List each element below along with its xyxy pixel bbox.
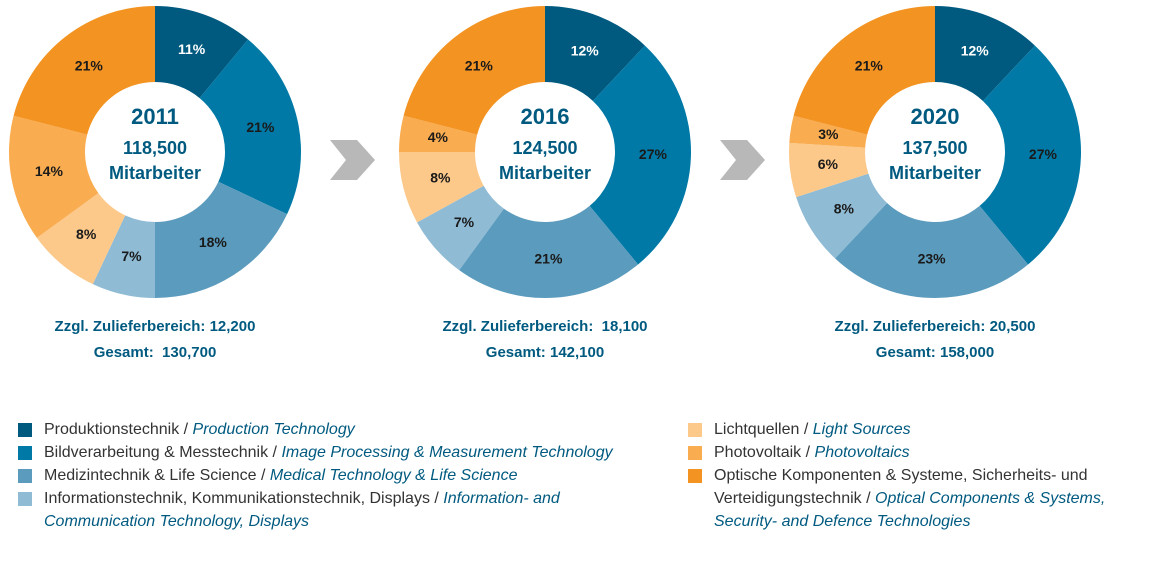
slice xyxy=(9,115,99,238)
slice xyxy=(399,152,484,223)
value-label: 21% xyxy=(855,57,884,73)
slice xyxy=(935,6,1035,101)
value-label: 8% xyxy=(76,226,97,242)
arrow xyxy=(720,140,765,180)
legend-swatch xyxy=(688,446,702,460)
value-label: 6% xyxy=(818,156,839,172)
value-label: 12% xyxy=(961,42,990,58)
value-label: 27% xyxy=(1029,146,1058,162)
value-label: 8% xyxy=(834,201,855,217)
center-title: 2011 xyxy=(131,104,179,129)
center-text: Mitarbeiter xyxy=(889,163,981,183)
value-label: 3% xyxy=(818,126,839,142)
slice xyxy=(459,205,639,299)
legend-text: Bildverarbeitung & Messtechnik / xyxy=(44,444,277,461)
slice xyxy=(155,6,249,99)
note: Gesamt: 158,000 xyxy=(876,344,994,361)
value-label: 21% xyxy=(465,57,494,73)
slice xyxy=(199,39,301,215)
legend-text: Information- and Communication Technolog… xyxy=(44,490,560,530)
center-text: 124,500 xyxy=(512,138,577,158)
value-label: 7% xyxy=(454,214,475,230)
legend-text: Optical Components & Systems, Security- … xyxy=(714,490,1106,530)
note: Gesamt: 130,700 xyxy=(94,344,217,361)
slice xyxy=(979,45,1081,265)
legend-item: Photovoltaik / Photovoltaics xyxy=(688,441,1158,464)
arrow xyxy=(330,140,375,180)
slice xyxy=(36,193,126,285)
legend-text: Medizintechnik & Life Science / xyxy=(44,467,266,484)
slice xyxy=(589,45,691,265)
legend-swatch xyxy=(18,492,32,506)
legend-item: Medizintechnik & Life Science / Medical … xyxy=(18,464,638,487)
slice xyxy=(793,6,935,135)
center-text: 118,500 xyxy=(123,138,187,158)
legend-text: Produktionstechnik / xyxy=(44,421,189,438)
legend-item: Produktionstechnik / Production Technolo… xyxy=(18,418,638,441)
value-label: 8% xyxy=(430,170,451,186)
slice xyxy=(417,185,504,271)
legend-text: Lichtquellen / xyxy=(714,421,809,438)
note: Zzgl. Zulieferbereich: 12,200 xyxy=(55,318,256,335)
slice xyxy=(788,142,869,198)
legend-text: Medical Technology & Life Science xyxy=(269,467,518,484)
value-label: 4% xyxy=(428,129,449,145)
slice xyxy=(155,181,288,298)
value-label: 23% xyxy=(918,251,947,267)
value-label: 21% xyxy=(534,251,563,267)
value-label: 21% xyxy=(75,57,104,73)
slice xyxy=(92,215,155,298)
note: Gesamt: 142,100 xyxy=(486,344,604,361)
value-label: 21% xyxy=(246,119,275,135)
legend-text: Production Technology xyxy=(192,421,355,438)
legend-swatch xyxy=(688,423,702,437)
note: Zzgl. Zulieferbereich: 20,500 xyxy=(835,318,1036,335)
slice xyxy=(835,203,1029,298)
legend-item: Informationstechnik, Kommunikationstechn… xyxy=(18,487,638,533)
center-title: 2016 xyxy=(521,104,570,129)
legend-swatch xyxy=(18,446,32,460)
legend: Lichtquellen / Light Sources Photovoltaik… xyxy=(688,418,1158,533)
value-label: 14% xyxy=(35,163,64,179)
slice xyxy=(789,115,868,148)
legend: Produktionstechnik / Production Technolo… xyxy=(18,418,638,533)
center-text: Mitarbeiter xyxy=(109,163,201,183)
value-label: 7% xyxy=(121,248,142,264)
slice xyxy=(399,115,478,152)
legend-item: Optische Komponenten & Systeme, Sicherhe… xyxy=(688,464,1158,533)
value-label: 11% xyxy=(178,41,206,57)
center-text: Mitarbeiter xyxy=(499,163,591,183)
legend-swatch xyxy=(18,469,32,483)
value-label: 12% xyxy=(571,42,600,58)
note: Zzgl. Zulieferbereich: 18,100 xyxy=(442,318,647,335)
slice xyxy=(545,6,645,101)
value-label: 27% xyxy=(639,146,668,162)
center-title: 2020 xyxy=(911,104,960,129)
legend-text: Photovoltaik / xyxy=(714,444,811,461)
legend-text: Light Sources xyxy=(812,421,911,438)
legend-item: Lichtquellen / Light Sources xyxy=(688,418,1158,441)
value-label: 18% xyxy=(199,234,228,250)
legend-item: Bildverarbeitung & Messtechnik / Image P… xyxy=(18,441,638,464)
legend-text: Photovoltaics xyxy=(814,444,910,461)
slice xyxy=(796,173,888,259)
charts: 11% 21% 18% 7% 8% 14% 21% 2011 118,500 Mitarbeite… xyxy=(9,6,1081,361)
legend-swatch xyxy=(688,469,702,483)
legend-text: Optische Komponenten & Systeme, Sicherhe… xyxy=(714,467,1088,507)
slice xyxy=(403,6,545,135)
legend-text: Image Processing & Measurement Technolog… xyxy=(281,444,613,461)
center-text: 137,500 xyxy=(902,138,967,158)
legend-swatch xyxy=(18,423,32,437)
slice xyxy=(13,6,156,135)
legend-text: Informationstechnik, Kommunikationstechn… xyxy=(44,490,439,507)
